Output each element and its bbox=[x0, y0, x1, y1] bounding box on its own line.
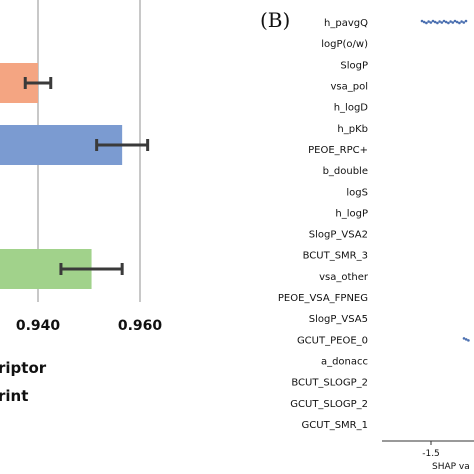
shap-point bbox=[451, 21, 455, 24]
feature-label: GCUT_SMR_1 bbox=[302, 420, 368, 431]
shap-point bbox=[464, 19, 468, 23]
shap-point bbox=[442, 19, 446, 23]
shap-point bbox=[436, 21, 439, 25]
error-bars bbox=[23, 77, 150, 275]
legend-entry: rint bbox=[0, 387, 28, 405]
feature-label: SlogP bbox=[340, 60, 368, 71]
shap-summary-panel: (B) h_pavgQlogP(o/w)SlogPvsa_polh_logDh_… bbox=[260, 8, 474, 472]
feature-label: PEOE_RPC+ bbox=[308, 145, 368, 156]
x-tick-label: 0.960 bbox=[118, 318, 163, 334]
shap-point bbox=[455, 20, 459, 24]
legend-entry: riptor bbox=[0, 359, 47, 377]
feature-label: h_pKb bbox=[337, 124, 368, 135]
shap-point bbox=[427, 20, 430, 23]
feature-label: vsa_other bbox=[319, 272, 369, 283]
bars bbox=[0, 63, 123, 289]
feature-label: BCUT_SLOGP_2 bbox=[291, 378, 368, 389]
feature-label: SlogP_VSA5 bbox=[309, 314, 368, 325]
shap-point bbox=[440, 21, 444, 24]
shap-point bbox=[438, 20, 441, 23]
shap-point bbox=[449, 20, 452, 23]
feature-label: SlogP_VSA2 bbox=[309, 230, 368, 241]
shap-point bbox=[453, 19, 457, 23]
shap-point bbox=[444, 20, 448, 24]
shap-point bbox=[429, 21, 433, 24]
x-tick-label: -1.5 bbox=[422, 449, 440, 459]
shap-point bbox=[462, 21, 466, 24]
shap-point bbox=[447, 21, 450, 25]
feature-label: GCUT_PEOE_0 bbox=[297, 335, 368, 346]
shap-point bbox=[464, 338, 468, 341]
shap-point bbox=[431, 19, 435, 23]
feature-label: BCUT_SMR_3 bbox=[303, 251, 368, 262]
shap-point bbox=[460, 20, 463, 23]
shap-point bbox=[433, 20, 437, 24]
feature-label: logP(o/w) bbox=[321, 39, 368, 50]
feature-label: vsa_pol bbox=[331, 81, 369, 92]
shap-point bbox=[425, 21, 428, 25]
shap-point bbox=[458, 21, 461, 25]
feature-label: b_double bbox=[323, 166, 368, 177]
legend: riptor rint bbox=[0, 359, 47, 405]
shap-point bbox=[422, 20, 426, 24]
x-tick-label: 0.940 bbox=[16, 318, 61, 334]
feature-label: logS bbox=[346, 187, 368, 198]
feature-label: h_logP bbox=[335, 208, 368, 219]
feature-label: a_donacc bbox=[321, 357, 368, 368]
feature-labels: h_pavgQ logP(o/w) SlogP vsa_pol h_logD h_pKb P… bbox=[278, 18, 369, 431]
shap-point bbox=[420, 19, 424, 23]
panel-label: (B) bbox=[260, 8, 290, 32]
feature-label: PEOE_VSA_FPNEG bbox=[278, 293, 368, 304]
feature-label: h_logD bbox=[334, 103, 369, 114]
shap-point bbox=[467, 339, 470, 342]
shap-point bbox=[462, 337, 466, 340]
shap-points bbox=[420, 19, 470, 342]
x-axis-ticks: 0.940 0.960 bbox=[16, 318, 163, 334]
bar-chart-panel: 0.940 0.960 riptor rint bbox=[0, 0, 162, 405]
feature-label: h_pavgQ bbox=[324, 18, 368, 29]
feature-label: GCUT_SLOGP_2 bbox=[290, 399, 368, 410]
x-axis-label: SHAP va bbox=[432, 462, 470, 472]
